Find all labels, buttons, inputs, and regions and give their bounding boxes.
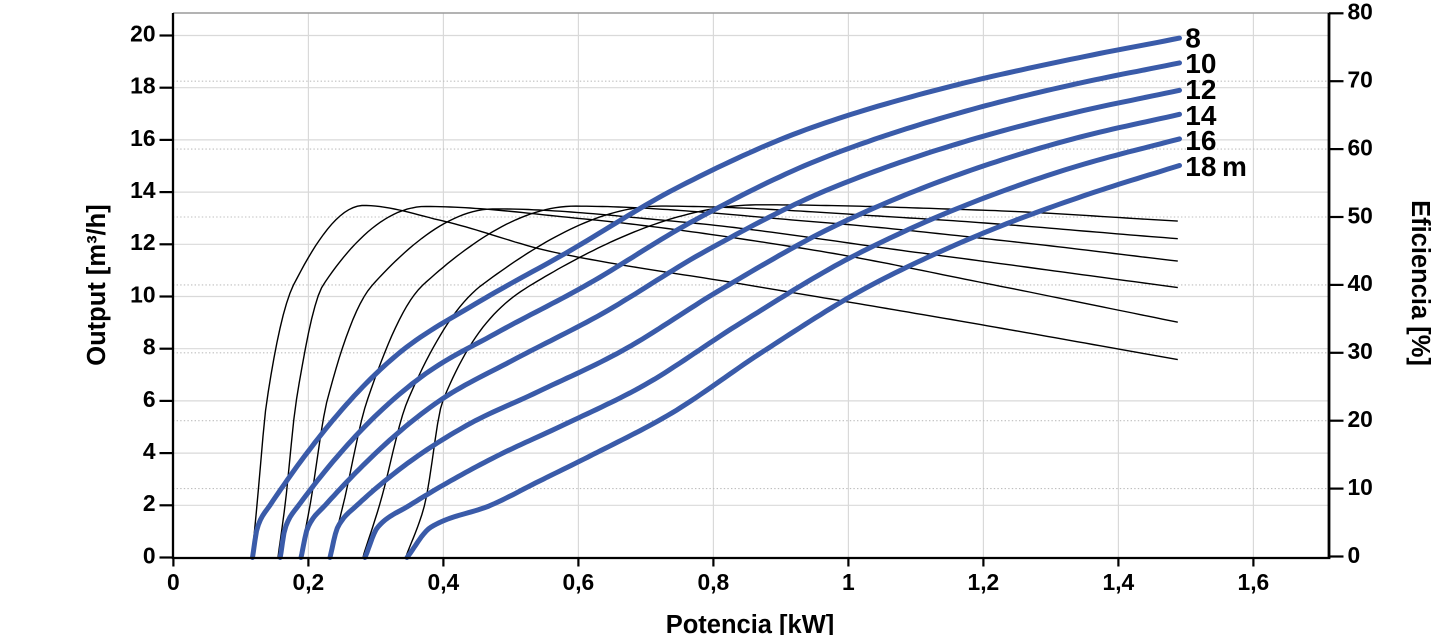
svg-text:20: 20 <box>1348 406 1373 432</box>
svg-text:1: 1 <box>842 569 855 595</box>
svg-text:0: 0 <box>1348 542 1361 568</box>
svg-text:0,2: 0,2 <box>293 569 325 595</box>
svg-text:70: 70 <box>1348 67 1373 93</box>
svg-text:Eficiencia [%]: Eficiencia [%] <box>1406 200 1434 366</box>
svg-text:14: 14 <box>130 177 156 203</box>
svg-text:80: 80 <box>1348 0 1373 25</box>
svg-text:8: 8 <box>1185 22 1201 53</box>
svg-text:1,2: 1,2 <box>968 569 1000 595</box>
svg-text:18: 18 <box>130 73 155 99</box>
svg-text:8: 8 <box>143 334 156 360</box>
svg-text:0,8: 0,8 <box>698 569 730 595</box>
svg-text:0: 0 <box>167 569 180 595</box>
svg-text:1,4: 1,4 <box>1103 569 1135 595</box>
svg-text:0: 0 <box>143 542 156 568</box>
svg-text:12: 12 <box>1185 74 1216 105</box>
svg-text:0,6: 0,6 <box>563 569 595 595</box>
svg-text:60: 60 <box>1348 134 1373 160</box>
svg-text:2: 2 <box>143 490 156 516</box>
svg-text:14: 14 <box>1185 100 1217 131</box>
svg-text:12: 12 <box>130 229 155 255</box>
svg-text:6: 6 <box>143 386 156 412</box>
svg-text:18 m: 18 m <box>1185 151 1247 182</box>
svg-text:50: 50 <box>1348 202 1373 228</box>
svg-text:Output [m³/h]: Output [m³/h] <box>83 204 111 365</box>
svg-text:10: 10 <box>1185 48 1216 79</box>
svg-text:30: 30 <box>1348 338 1373 364</box>
svg-text:20: 20 <box>130 20 155 46</box>
svg-text:10: 10 <box>130 281 155 307</box>
svg-text:Potencia [kW]: Potencia [kW] <box>666 611 835 635</box>
svg-text:40: 40 <box>1348 270 1373 296</box>
svg-text:16: 16 <box>1185 125 1216 156</box>
svg-text:16: 16 <box>130 125 155 151</box>
svg-text:1,6: 1,6 <box>1238 569 1270 595</box>
svg-text:10: 10 <box>1348 474 1373 500</box>
svg-text:0,4: 0,4 <box>428 569 460 595</box>
svg-text:4: 4 <box>143 438 156 464</box>
